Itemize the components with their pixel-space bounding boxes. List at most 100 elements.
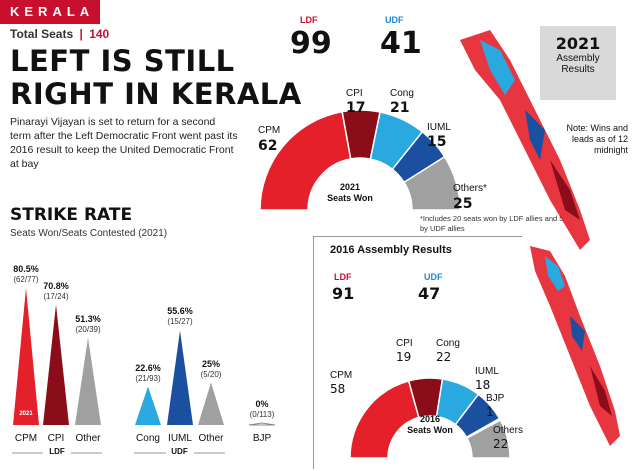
strike-pct-label: 22.6%: [135, 362, 161, 373]
udf-2016-tag: UDF: [424, 272, 443, 282]
strike-pct-label: 80.5%: [13, 264, 39, 275]
total-seats: Total Seats | 140: [10, 27, 109, 41]
strike-fraction-label: (15/27): [167, 317, 193, 327]
strike-bar-bjp: [248, 422, 276, 426]
strike-category-label: BJP: [252, 433, 272, 444]
state-banner: KERALA: [0, 0, 100, 24]
strike-category-label: IUML: [168, 433, 192, 444]
value-cpi-2016: 19: [396, 350, 412, 364]
label-cong-2016: Cong: [436, 338, 460, 349]
strike-fraction-label: (62/77): [13, 275, 39, 285]
kerala-map-2016: [530, 246, 620, 446]
strike-pct-label: 0%: [255, 399, 269, 409]
headline: LEFT IS STILL RIGHT IN KERALA: [10, 45, 302, 111]
results-2016-title: 2016 Assembly Results: [330, 244, 452, 256]
label-others-2016: Others: [493, 425, 524, 436]
strike-group-label: LDF: [43, 447, 71, 456]
strike-pct-label: 25%: [201, 358, 220, 369]
map-2016-region-red: [530, 246, 620, 446]
label-cong-2021: Cong: [390, 88, 414, 99]
donut-2016: [349, 377, 511, 459]
value-others-2021: 25: [453, 196, 473, 212]
ldf-2021-tag: LDF: [300, 15, 318, 25]
udf-2016-total: 47: [418, 284, 441, 303]
headline-line-1: LEFT IS STILL: [10, 44, 235, 78]
strike-fraction-label: (0/113): [249, 410, 275, 419]
intro-blurb: Pinarayi Vijayan is set to return for a …: [10, 116, 238, 170]
strike-category-label: Cong: [136, 433, 160, 444]
label-iuml-2016: IUML: [475, 366, 499, 377]
badge-line-1: Assembly: [556, 53, 600, 64]
value-cpm-2016: 58: [330, 382, 346, 396]
strike-rate-subtitle: Seats Won/Seats Contested (2021): [10, 228, 168, 239]
headline-line-2: RIGHT IN KERALA: [10, 77, 302, 111]
strike-category-label: CPI: [47, 433, 65, 444]
strike-bar-cpm-ldf: [13, 288, 39, 425]
strike-category-label: Other: [75, 433, 101, 444]
results-2016-panel: [313, 236, 522, 469]
kerala-map-2021: [460, 30, 590, 250]
strike-pct-label: 51.3%: [75, 313, 101, 324]
value-others-2016: 22: [493, 437, 509, 451]
value-cong-2021: 21: [390, 100, 410, 116]
value-cpi-2021: 17: [346, 100, 366, 116]
donut-2021: [259, 109, 461, 211]
donut-2021-slice-others: [402, 155, 461, 211]
strike-pct-label: 70.8%: [43, 280, 69, 291]
strike-bar-cong-udf: [135, 386, 161, 425]
map-2021-region-lightblue: [480, 40, 515, 95]
badge-year: 2021: [555, 34, 601, 53]
udf-2021-total: 41: [380, 26, 422, 61]
strike-fraction-label: (5/20): [200, 369, 222, 379]
donut-2016-center-label: Seats Won: [407, 425, 453, 435]
map-2016-region-darkred: [590, 366, 612, 416]
strike-fraction-label: (17/24): [43, 291, 69, 301]
label-iuml-2021: IUML: [427, 122, 451, 133]
strike-bar-cpi-ldf: [43, 304, 69, 425]
donut-2021-center: 2021 Seats Won: [320, 182, 380, 204]
strike-fraction-label: (21/93): [135, 373, 161, 383]
ldf-2016-tag: LDF: [334, 272, 352, 282]
strike-rate-chart: [12, 288, 276, 454]
total-seats-value: 140: [89, 27, 110, 41]
label-cpm-2016: CPM: [330, 370, 353, 381]
udf-2021-tag: UDF: [385, 15, 404, 25]
value-cpm-2021: 62: [258, 138, 278, 154]
label-cpi-2021: CPI: [346, 88, 363, 99]
ldf-2016-total: 91: [332, 284, 355, 303]
strike-group-label: UDF: [165, 447, 194, 456]
results-note: Note: Wins and leads as of 12 midnight: [566, 123, 628, 155]
map-2016-region-darkblue: [570, 316, 585, 351]
map-2016-region-lightblue: [545, 256, 565, 291]
badge-line-2: Results: [561, 64, 595, 75]
donut-2021-center-label: Seats Won: [327, 193, 373, 203]
donut-2016-slice-others: [465, 419, 511, 459]
label-cpm-2021: CPM: [258, 125, 281, 136]
results-badge: 2021 Assembly Results: [540, 26, 616, 100]
donut-2016-center-year: 2016: [419, 414, 441, 424]
map-2021-region-red: [460, 30, 590, 250]
strike-bar-other-udf: [198, 382, 224, 425]
strike-pct-label: 55.6%: [167, 306, 193, 317]
donut-2021-footnote: *Includes 20 seats won by LDF allies and…: [420, 214, 564, 233]
total-seats-label: Total Seats: [10, 27, 74, 41]
label-cpi-2016: CPI: [396, 338, 413, 349]
donut-2016-center: 2016 Seats Won: [400, 414, 460, 436]
total-seats-separator: |: [79, 27, 83, 41]
donut-2021-center-year: 2021: [339, 182, 361, 192]
value-bjp-2016: 1: [486, 405, 494, 419]
strike-bar-year-label: 2021: [19, 411, 33, 417]
ldf-2021-total: 99: [290, 26, 332, 61]
strike-rate-title: STRIKE RATE: [10, 205, 133, 225]
value-iuml-2016: 18: [475, 378, 491, 392]
strike-bar-other-ldf: [75, 337, 101, 425]
strike-category-label: CPM: [14, 433, 38, 444]
value-iuml-2021: 15: [427, 134, 447, 150]
label-others-2021: Others*: [453, 183, 487, 194]
map-2021-region-darkred: [550, 160, 580, 220]
strike-fraction-label: (20/39): [75, 324, 101, 334]
strike-category-label: Other: [198, 433, 224, 444]
map-2021-region-darkblue: [525, 110, 545, 160]
value-cong-2016: 22: [436, 350, 452, 364]
strike-bar-iuml-udf: [167, 330, 193, 425]
